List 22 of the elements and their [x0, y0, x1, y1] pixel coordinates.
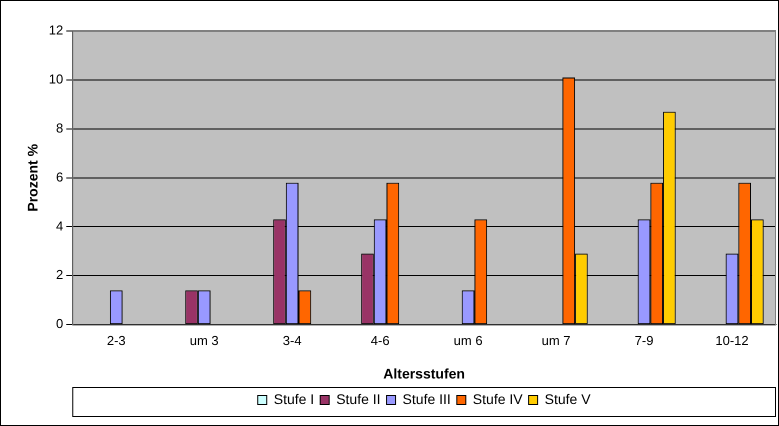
y-tick-label: 10: [48, 72, 64, 87]
x-tick-label: 2-3: [106, 332, 126, 348]
x-tick-label: 4-6: [370, 332, 390, 348]
legend-label: Stufe III: [402, 390, 451, 407]
legend-label: Stufe V: [544, 390, 592, 407]
y-tick-label: 12: [48, 22, 64, 38]
legend-label: Stufe II: [336, 390, 381, 407]
y-tick-label: 0: [56, 316, 64, 332]
x-tick-label: um 7: [542, 332, 571, 348]
x-tick-label: um 3: [190, 332, 219, 348]
x-tick-label: 10-12: [715, 332, 749, 348]
x-tick-label: 7-9: [634, 332, 654, 348]
y-tick-label: 6: [56, 169, 64, 184]
legend-label: Stufe I: [274, 390, 314, 407]
x-axis-title: Altersstufen: [383, 365, 465, 382]
x-tick-label: 3-4: [282, 332, 302, 348]
y-tick-label: 2: [56, 267, 64, 282]
y-tick-label: 4: [56, 218, 64, 234]
x-tick-label: um 6: [454, 332, 483, 348]
y-axis-title: Prozent %: [24, 143, 40, 212]
y-tick-label: 8: [56, 120, 64, 136]
legend-label: Stufe IV: [472, 390, 524, 407]
